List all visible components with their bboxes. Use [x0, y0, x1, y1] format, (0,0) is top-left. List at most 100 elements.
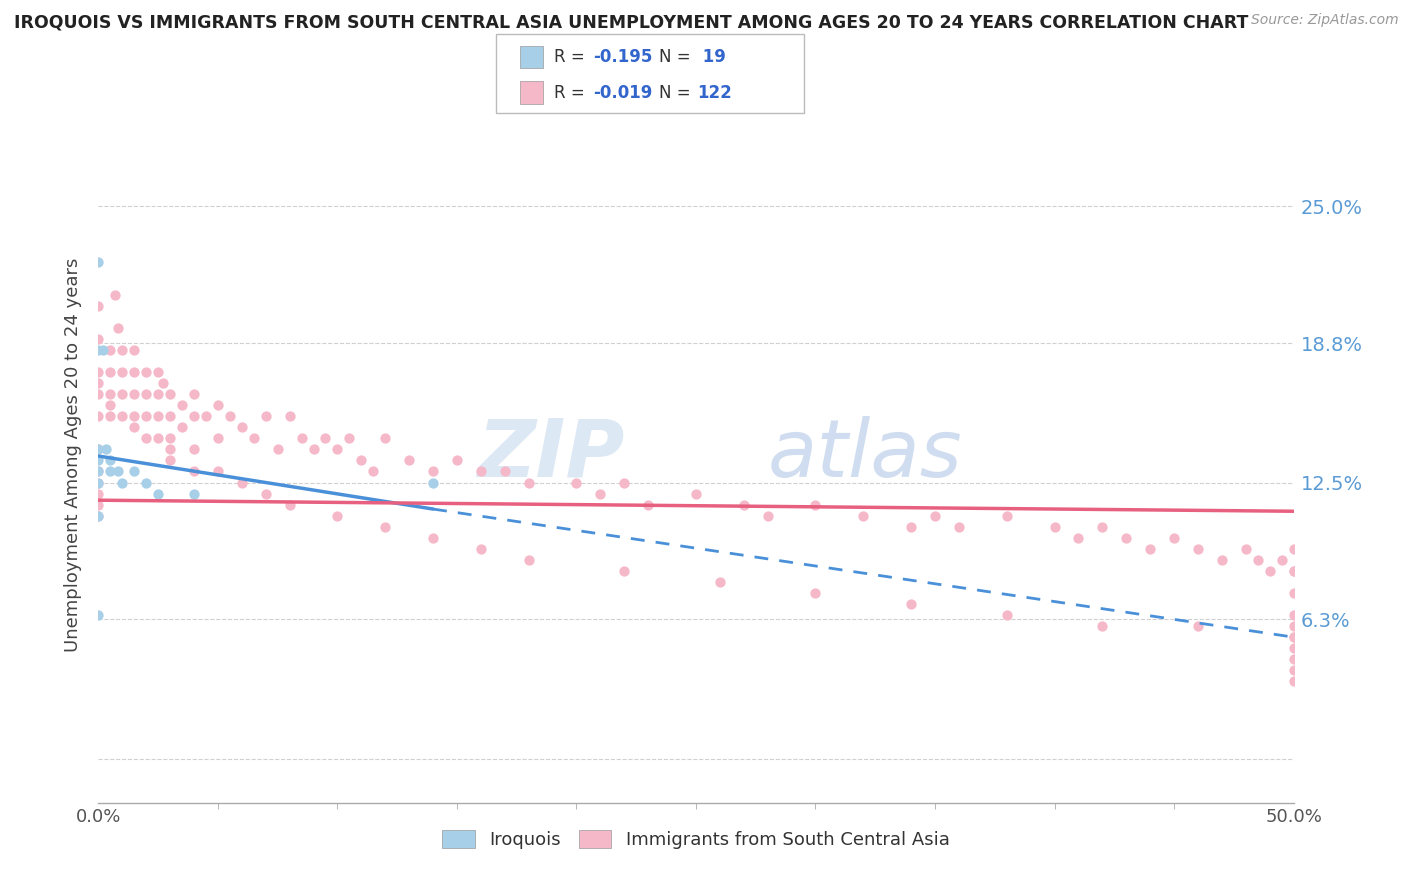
Point [172, 398, 194, 412]
Point [422, 531, 444, 545]
Point [350, 453, 373, 467]
Point [565, 475, 588, 490]
Point [637, 498, 659, 512]
Point [135, 475, 157, 490]
Point [159, 387, 181, 401]
Point [111, 365, 134, 379]
Point [231, 475, 253, 490]
Point [1091, 519, 1114, 533]
Point [267, 442, 290, 457]
Point [1115, 531, 1137, 545]
Point [804, 586, 827, 600]
Point [98, 465, 122, 479]
Point [107, 465, 129, 479]
Point [1187, 541, 1209, 556]
Point [111, 387, 134, 401]
Point [1187, 619, 1209, 633]
Point [1282, 652, 1305, 666]
Point [107, 321, 129, 335]
Point [152, 376, 174, 391]
Point [1282, 619, 1305, 633]
Point [995, 608, 1018, 623]
Point [326, 508, 349, 523]
Point [363, 465, 385, 479]
Text: ZIP: ZIP [477, 416, 624, 494]
Text: atlas: atlas [768, 416, 963, 494]
Point [195, 409, 218, 424]
Point [104, 287, 127, 301]
Legend: Iroquois, Immigrants from South Central Asia: Iroquois, Immigrants from South Central … [434, 823, 957, 856]
Point [995, 508, 1018, 523]
Text: Source: ZipAtlas.com: Source: ZipAtlas.com [1251, 13, 1399, 28]
Point [111, 409, 134, 424]
Point [207, 465, 229, 479]
Point [87, 465, 110, 479]
Point [183, 465, 205, 479]
Text: 19: 19 [697, 48, 727, 66]
Text: -0.195: -0.195 [593, 48, 652, 66]
Point [87, 465, 110, 479]
Point [1139, 541, 1161, 556]
Point [422, 465, 444, 479]
Point [613, 475, 636, 490]
Point [924, 508, 946, 523]
Point [124, 465, 146, 479]
Text: -0.019: -0.019 [593, 84, 652, 102]
Point [756, 508, 779, 523]
Point [470, 465, 492, 479]
Point [135, 409, 157, 424]
Point [315, 431, 337, 445]
Point [159, 431, 181, 445]
Point [159, 453, 181, 467]
Point [98, 398, 122, 412]
Point [148, 431, 170, 445]
Point [111, 475, 134, 490]
Point [159, 442, 181, 457]
Point [422, 475, 444, 490]
Point [183, 486, 205, 500]
Point [98, 343, 122, 357]
Point [183, 387, 205, 401]
Point [207, 431, 229, 445]
Point [900, 519, 922, 533]
Point [948, 519, 970, 533]
Point [87, 475, 110, 490]
Point [87, 608, 110, 623]
Point [111, 343, 134, 357]
Point [172, 420, 194, 434]
Point [87, 453, 110, 467]
Point [124, 387, 146, 401]
Point [124, 343, 146, 357]
Point [98, 409, 122, 424]
Point [87, 409, 110, 424]
Point [254, 409, 277, 424]
Point [1247, 553, 1270, 567]
Point [91, 343, 114, 357]
Point [804, 498, 827, 512]
Point [87, 442, 110, 457]
Point [94, 442, 117, 457]
Text: N =: N = [659, 48, 696, 66]
Point [135, 365, 157, 379]
Point [159, 409, 181, 424]
Point [135, 431, 157, 445]
Point [517, 553, 540, 567]
Point [517, 475, 540, 490]
Point [1091, 619, 1114, 633]
Point [87, 365, 110, 379]
Point [900, 597, 922, 611]
Point [148, 365, 170, 379]
Point [87, 498, 110, 512]
Point [1211, 553, 1233, 567]
Point [183, 442, 205, 457]
Point [135, 387, 157, 401]
Point [148, 409, 170, 424]
Point [1163, 531, 1185, 545]
Point [87, 343, 110, 357]
Point [231, 420, 253, 434]
Point [278, 409, 301, 424]
Text: IROQUOIS VS IMMIGRANTS FROM SOUTH CENTRAL ASIA UNEMPLOYMENT AMONG AGES 20 TO 24 : IROQUOIS VS IMMIGRANTS FROM SOUTH CENTRA… [14, 13, 1249, 31]
Point [494, 465, 516, 479]
Point [302, 442, 325, 457]
Point [470, 541, 492, 556]
